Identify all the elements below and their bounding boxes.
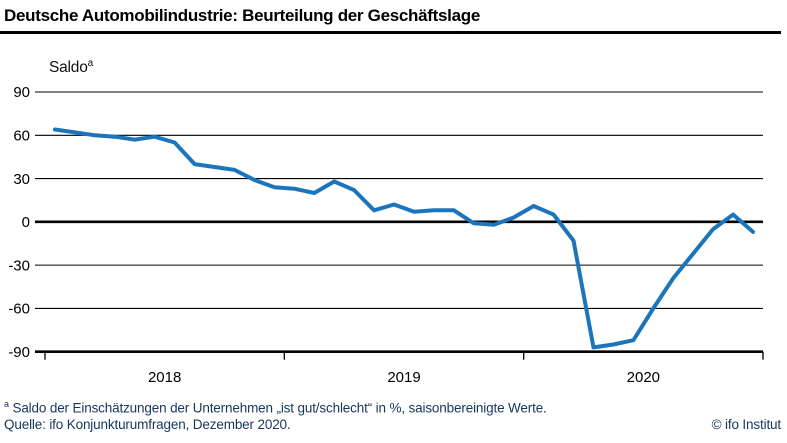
source-note: Quelle: ifo Konjunkturumfragen, Dezember… [4, 417, 291, 432]
y-tick-label: 60 [13, 127, 30, 144]
y-axis-title-text: Saldo [49, 59, 88, 77]
footnote-text: Saldo der Einschätzungen der Unternehmen… [8, 400, 547, 416]
y-axis-title-superscript: a [87, 58, 94, 69]
copyright-note: © ifo Institut [711, 417, 782, 432]
x-year-label: 2018 [148, 369, 181, 386]
y-axis-title: Saldoa [49, 58, 93, 77]
chart-header: Deutsche Automobilindustrie: Beurteilung… [0, 0, 781, 34]
footnote-marker: a [4, 399, 9, 409]
y-tick-label: 0 [22, 214, 30, 231]
y-tick-label: -90 [8, 344, 30, 361]
x-year-label: 2020 [627, 369, 660, 386]
x-year-label: 2019 [387, 369, 420, 386]
y-tick-label: -30 [8, 257, 30, 274]
y-tick-label: 30 [13, 171, 30, 188]
page-title: Deutsche Automobilindustrie: Beurteilung… [4, 6, 480, 25]
footnote: a Saldo der Einschätzungen der Unternehm… [4, 399, 547, 416]
y-tick-label: -60 [8, 301, 30, 318]
y-tick-label: 90 [13, 84, 30, 101]
series-line-geschaeftslage [53, 127, 755, 350]
